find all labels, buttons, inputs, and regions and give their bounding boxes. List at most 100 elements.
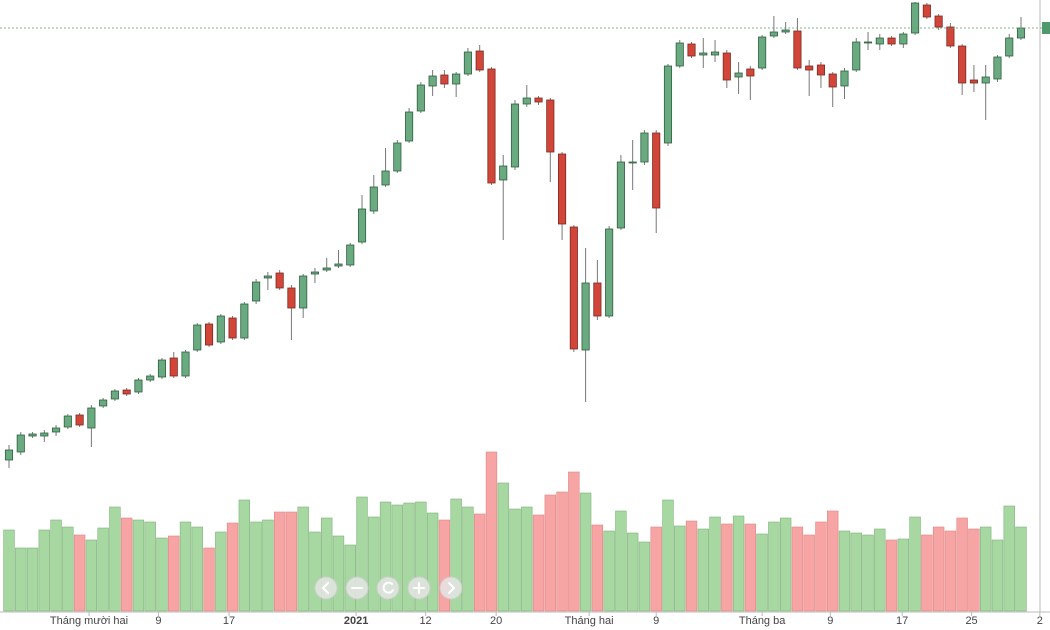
candle-body xyxy=(322,267,331,271)
volume-bar xyxy=(909,516,921,612)
candle-body xyxy=(252,281,261,302)
scroll-left-button[interactable] xyxy=(314,576,338,600)
volume-bar xyxy=(638,541,651,612)
volume-bar xyxy=(603,530,615,612)
candle-body xyxy=(687,43,696,57)
candle-body xyxy=(228,317,237,339)
candle-body xyxy=(169,357,178,377)
candle-body xyxy=(758,36,767,69)
candle-body xyxy=(663,65,673,144)
volume-bar xyxy=(674,525,686,612)
volume-bar xyxy=(791,526,804,612)
volume-bar xyxy=(991,539,1004,612)
candle-body xyxy=(357,208,367,243)
volume-bar xyxy=(532,514,545,612)
volume-bar xyxy=(968,528,980,612)
candle-body xyxy=(734,72,743,78)
volume-bar xyxy=(709,516,721,612)
candle-body xyxy=(181,351,190,377)
volume-bar xyxy=(144,521,156,612)
volume-bar xyxy=(497,482,509,612)
x-tick-label: Tháng ba xyxy=(739,615,786,627)
navigation-buttons[interactable] xyxy=(314,576,463,600)
zoom-out-button[interactable] xyxy=(345,576,369,600)
candle-body xyxy=(263,275,272,279)
candle-body xyxy=(546,99,555,153)
candle-body xyxy=(146,375,155,381)
volume-bar xyxy=(438,519,451,612)
candle-body xyxy=(958,45,967,84)
candle-body xyxy=(240,303,249,339)
volume-bar xyxy=(874,528,886,612)
scroll-right-button[interactable] xyxy=(439,576,463,600)
candle-body xyxy=(40,432,49,437)
candle-body xyxy=(875,37,884,45)
candle-body xyxy=(110,390,119,400)
candle-body xyxy=(499,165,508,181)
candle-body xyxy=(440,74,449,85)
volume-bar xyxy=(391,504,404,612)
volume-bar xyxy=(756,533,768,612)
volume-bar xyxy=(626,532,639,612)
candle-body xyxy=(934,15,943,28)
candle-body xyxy=(369,186,378,212)
candle-body xyxy=(946,26,955,47)
candle-body xyxy=(157,359,167,378)
volume-bar xyxy=(285,511,298,612)
volume-bar xyxy=(168,535,180,612)
volume-bar xyxy=(191,526,203,612)
volume-bar xyxy=(85,539,98,612)
candle-body xyxy=(569,226,578,350)
volume-bar xyxy=(721,523,733,612)
candle-body xyxy=(652,132,661,209)
candle-body xyxy=(593,282,602,317)
candle-body xyxy=(793,30,802,69)
volume-bar xyxy=(885,539,898,612)
volume-bar xyxy=(309,531,321,612)
volume-bar xyxy=(26,547,39,612)
volume-bar xyxy=(97,527,109,612)
candle-body xyxy=(193,324,202,351)
x-tick-label: 17 xyxy=(896,615,908,627)
volume-bar xyxy=(62,526,74,612)
volume-bar xyxy=(332,535,345,612)
candle-body xyxy=(522,97,531,105)
x-tick-label: 9 xyxy=(653,615,659,627)
candle-body xyxy=(628,161,637,164)
volume-bar xyxy=(521,506,533,612)
candle-body xyxy=(216,315,225,343)
volume-bar xyxy=(579,492,592,612)
volume-bar xyxy=(897,538,910,612)
candle-body xyxy=(605,228,614,317)
candle-body xyxy=(805,65,814,71)
volume-bar xyxy=(862,534,874,612)
candle-body xyxy=(899,33,908,45)
x-tick-label: 9 xyxy=(155,615,161,627)
volume-bar xyxy=(379,501,392,612)
volume-bar xyxy=(803,534,815,612)
candle-body xyxy=(487,68,496,184)
volume-bar xyxy=(591,524,604,612)
candle-body xyxy=(699,52,708,56)
x-tick-label: 2 xyxy=(1037,615,1043,627)
volume-bar xyxy=(38,529,50,612)
candle-body xyxy=(852,41,861,71)
volume-bar xyxy=(273,511,286,612)
volume-bar xyxy=(980,526,992,612)
volume-bar xyxy=(568,471,580,612)
volume-bar xyxy=(462,506,474,612)
volume-bar xyxy=(50,519,62,612)
candle-body xyxy=(475,50,484,71)
candle-body xyxy=(416,84,425,112)
candle-body xyxy=(675,42,684,67)
candle-body xyxy=(828,73,837,88)
candle-body xyxy=(463,51,472,75)
candle-body xyxy=(558,153,567,225)
zoom-in-button[interactable] xyxy=(407,576,431,600)
volume-bar xyxy=(120,517,133,612)
candle-body xyxy=(981,76,990,84)
candle-body xyxy=(746,68,755,77)
reset-button[interactable] xyxy=(376,576,400,600)
volume-bar xyxy=(1003,505,1015,612)
